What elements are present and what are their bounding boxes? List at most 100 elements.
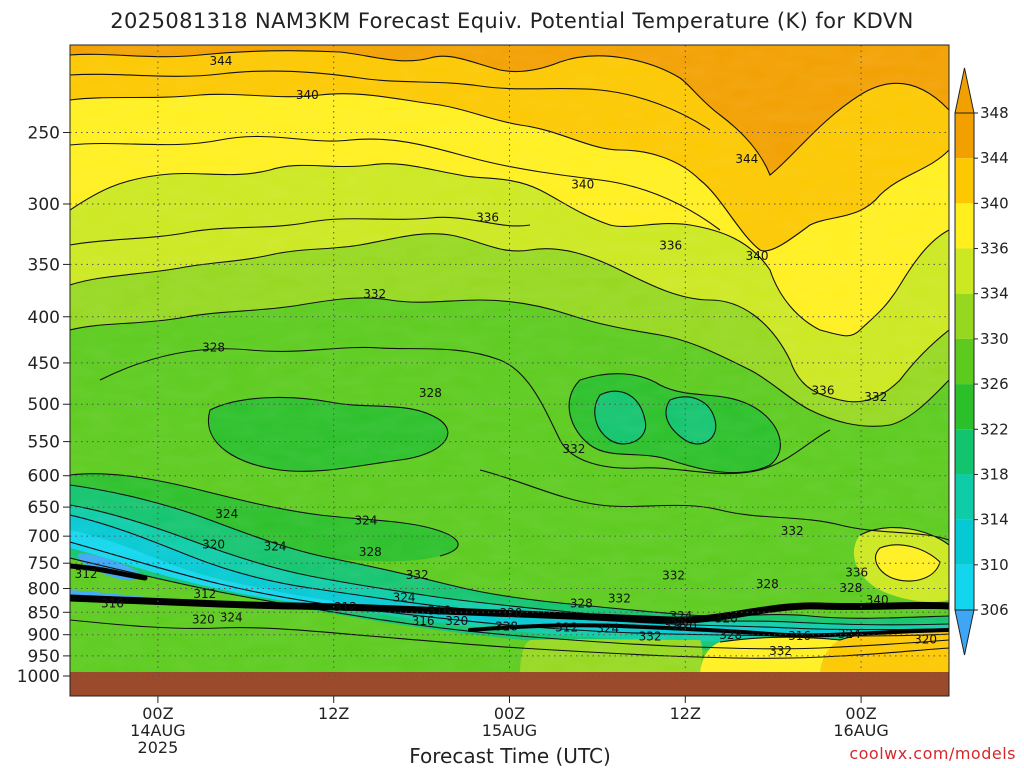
contour-label: 332 xyxy=(563,442,586,456)
x-axis-title: Forecast Time (UTC) xyxy=(409,744,611,768)
svg-text:320: 320 xyxy=(914,633,937,647)
colorbar-swatch xyxy=(955,519,974,565)
x-tick-label: 00Z xyxy=(142,704,174,723)
x-tick-label-group: 00Z 15AUG xyxy=(470,705,550,739)
contour-label: 320 xyxy=(445,614,468,628)
svg-text:312: 312 xyxy=(75,567,98,581)
svg-text:344: 344 xyxy=(209,54,232,68)
inversion-bands xyxy=(70,563,949,638)
contour-line xyxy=(70,70,711,131)
svg-text:324: 324 xyxy=(264,540,287,554)
svg-text:336: 336 xyxy=(845,565,868,579)
svg-text:332: 332 xyxy=(363,287,386,301)
svg-text:336: 336 xyxy=(812,383,835,397)
contour-label: 328 xyxy=(202,340,225,354)
svg-text:320: 320 xyxy=(500,606,523,620)
contour-label: 336 xyxy=(845,565,868,579)
colorbar-swatch xyxy=(955,429,974,475)
x-tick-year: 2025 xyxy=(137,738,179,757)
colorbar-swatch xyxy=(955,293,974,339)
colorbar-swatch xyxy=(955,338,974,385)
svg-text:328: 328 xyxy=(419,386,442,400)
contour-line xyxy=(875,544,941,582)
svg-text:316: 316 xyxy=(664,618,687,632)
x-tick-date: 14AUG xyxy=(130,721,186,740)
contour-line xyxy=(207,396,449,472)
credit-link[interactable]: coolwx.com/models xyxy=(849,744,1016,763)
colorbar-label: 326 xyxy=(980,375,1009,393)
contour-label: 340 xyxy=(296,88,319,102)
contour-line xyxy=(70,504,949,626)
svg-text:320: 320 xyxy=(674,619,697,633)
contour-label: 344 xyxy=(735,152,758,166)
contour-label: 316 xyxy=(664,618,687,632)
svg-text:328: 328 xyxy=(839,581,862,595)
svg-text:324: 324 xyxy=(220,610,243,624)
contour-line xyxy=(719,636,841,643)
colorbar-label: 340 xyxy=(980,194,1009,212)
colorbar-swatch xyxy=(955,384,974,430)
svg-text:324: 324 xyxy=(596,622,619,636)
colorbar-label: 322 xyxy=(980,420,1009,438)
contour-label: 328 xyxy=(570,596,593,610)
colorbar-top-arrow xyxy=(954,67,975,114)
y-tick-label: 650 xyxy=(28,498,60,518)
contour-label: 332 xyxy=(406,568,429,582)
colorbar-label: 334 xyxy=(980,285,1009,303)
contour-label: 328 xyxy=(719,628,742,642)
colorbar-swatch xyxy=(955,564,974,610)
svg-text:340: 340 xyxy=(746,249,769,263)
y-tick-label: 700 xyxy=(28,527,60,547)
svg-text:328: 328 xyxy=(570,596,593,610)
svg-text:328: 328 xyxy=(756,577,779,591)
x-tick-label-group: 12Z xyxy=(294,705,374,722)
contour-line xyxy=(70,50,949,176)
svg-text:340: 340 xyxy=(571,177,594,191)
contour-label: 332 xyxy=(639,629,662,643)
colorbar-label: 318 xyxy=(980,465,1009,483)
contour-label: 324 xyxy=(264,540,287,554)
svg-text:328: 328 xyxy=(359,545,382,559)
y-tick-label: 250 xyxy=(28,123,60,143)
y-axis: 250 300 350 400 450 500 550 600 650 700 750 800 850 9… xyxy=(17,123,70,687)
svg-text:340: 340 xyxy=(866,593,889,607)
svg-text:332: 332 xyxy=(864,390,887,404)
contour-line xyxy=(70,557,949,650)
contour-label: 316 xyxy=(788,629,811,643)
contour-line xyxy=(70,93,949,252)
svg-text:332: 332 xyxy=(781,524,804,538)
contour-label: 332 xyxy=(781,524,804,538)
contour-label: 328 xyxy=(495,619,518,633)
colorbar-swatch xyxy=(955,203,974,249)
svg-text:328: 328 xyxy=(495,619,518,633)
y-tick-label: 450 xyxy=(28,354,60,374)
svg-text:328: 328 xyxy=(719,628,742,642)
svg-text:332: 332 xyxy=(662,569,685,583)
svg-text:344: 344 xyxy=(735,152,758,166)
contour-line xyxy=(99,346,831,475)
contour-label: 320 xyxy=(914,633,937,647)
ground-fill xyxy=(70,672,949,696)
y-tick-label: 400 xyxy=(28,308,60,328)
contour-label: 336 xyxy=(659,238,682,252)
x-tick-label-group: 00Z 16AUG xyxy=(821,705,901,739)
svg-text:320: 320 xyxy=(445,614,468,628)
x-tick-date: 16AUG xyxy=(833,721,889,740)
contour-label: 324 xyxy=(669,609,692,623)
contour-band xyxy=(70,594,949,624)
contour-label: 320 xyxy=(715,611,738,625)
svg-text:316: 316 xyxy=(428,603,451,617)
colorbar-label: 306 xyxy=(980,601,1009,619)
contour-label: 340 xyxy=(746,249,769,263)
contour-line xyxy=(859,527,949,546)
svg-text:320: 320 xyxy=(715,611,738,625)
colorbar-swatch xyxy=(955,474,974,520)
svg-text:332: 332 xyxy=(639,629,662,643)
contour-label: 312 xyxy=(555,620,578,634)
contour-label: 312 xyxy=(75,567,98,581)
svg-text:320: 320 xyxy=(192,613,215,627)
x-tick-label: 12Z xyxy=(318,704,350,723)
colorbar-swatch xyxy=(955,158,974,204)
contour-label: 320 xyxy=(674,619,697,633)
